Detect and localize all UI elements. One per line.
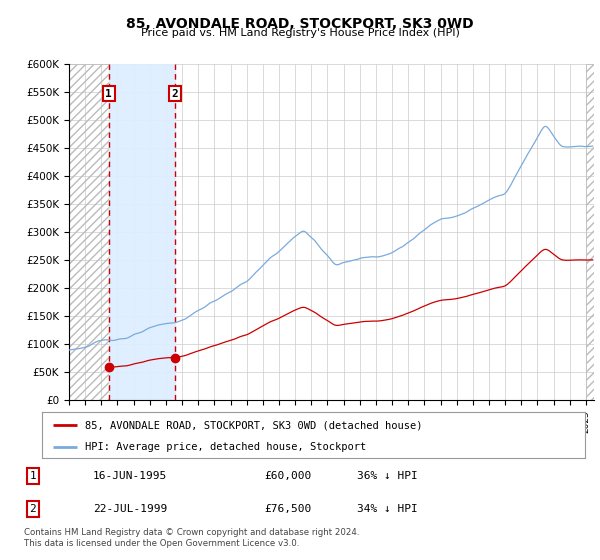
Text: HPI: Average price, detached house, Stockport: HPI: Average price, detached house, Stoc… [85,442,367,451]
Text: 85, AVONDALE ROAD, STOCKPORT, SK3 0WD: 85, AVONDALE ROAD, STOCKPORT, SK3 0WD [126,17,474,31]
Bar [69,64,109,400]
Bar [69,64,109,400]
Text: 36% ↓ HPI: 36% ↓ HPI [357,471,418,481]
Text: Contains HM Land Registry data © Crown copyright and database right 2024.
This d: Contains HM Land Registry data © Crown c… [24,528,359,548]
Bar [586,64,594,400]
Text: 34% ↓ HPI: 34% ↓ HPI [357,504,418,514]
Bar [109,64,175,400]
Text: 1: 1 [106,88,112,99]
Text: 16-JUN-1995: 16-JUN-1995 [93,471,167,481]
Text: 22-JUL-1999: 22-JUL-1999 [93,504,167,514]
Text: 85, AVONDALE ROAD, STOCKPORT, SK3 0WD (detached house): 85, AVONDALE ROAD, STOCKPORT, SK3 0WD (d… [85,420,423,430]
Text: £60,000: £60,000 [264,471,311,481]
Bar [586,64,594,400]
Text: 2: 2 [172,88,178,99]
Text: Price paid vs. HM Land Registry's House Price Index (HPI): Price paid vs. HM Land Registry's House … [140,28,460,38]
Text: 1: 1 [29,471,37,481]
Text: 2: 2 [29,504,37,514]
Text: £76,500: £76,500 [264,504,311,514]
